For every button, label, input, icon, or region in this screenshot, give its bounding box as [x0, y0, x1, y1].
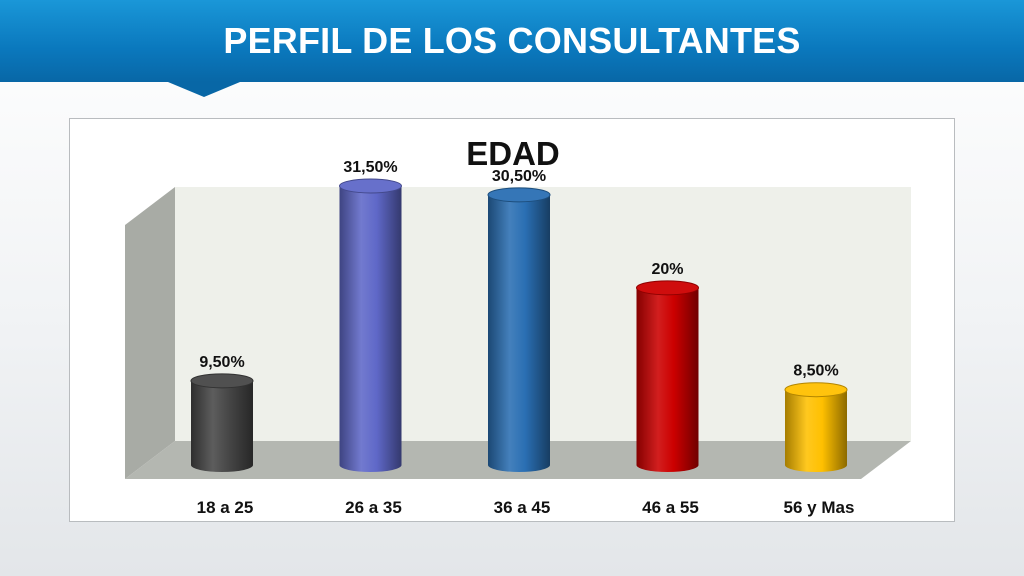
bars-group	[190, 178, 848, 472]
bar-body	[488, 194, 550, 472]
data-label-2: 31,50%	[343, 159, 397, 176]
chart-frame: EDAD 9,50% 31,50% 30,50% 20% 8,50% 18 a 25 26…	[69, 118, 955, 522]
bar-top	[190, 373, 254, 389]
category-labels-group: 18 a 25 26 a 35 36 a 45 46 a 55 56 y Mas	[197, 498, 855, 517]
bar-4	[636, 280, 699, 472]
category-label-1: 18 a 25	[197, 498, 254, 517]
data-labels-group: 9,50% 31,50% 30,50% 20% 8,50%	[199, 159, 838, 380]
bar-chart: EDAD 9,50% 31,50% 30,50% 20% 8,50% 18 a 25 26…	[125, 135, 911, 517]
data-label-4: 20%	[651, 261, 683, 278]
bar-top	[339, 178, 402, 194]
header-notch	[168, 82, 240, 97]
bar-body	[339, 186, 402, 472]
data-label-3: 30,50%	[492, 168, 546, 185]
chart-title: EDAD	[466, 135, 560, 172]
data-label-1: 9,50%	[199, 354, 244, 371]
bar-top	[784, 382, 848, 398]
chart-side-wall	[125, 187, 175, 479]
bar-1	[190, 373, 254, 472]
bar-5	[784, 382, 848, 472]
bar-top	[487, 187, 551, 203]
slide-title: PERFIL DE LOS CONSULTANTES	[223, 20, 801, 61]
category-label-3: 36 a 45	[494, 498, 551, 517]
slide-header: PERFIL DE LOS CONSULTANTES	[0, 0, 1024, 82]
bar-top	[636, 280, 699, 296]
category-label-5: 56 y Mas	[784, 498, 855, 517]
data-label-5: 8,50%	[793, 363, 838, 380]
bar-body	[191, 380, 253, 472]
category-label-2: 26 a 35	[345, 498, 402, 517]
bar-body	[785, 389, 847, 472]
bar-body	[636, 287, 699, 472]
category-label-4: 46 a 55	[642, 498, 699, 517]
bar-2	[339, 178, 402, 472]
bar-3	[487, 187, 551, 472]
